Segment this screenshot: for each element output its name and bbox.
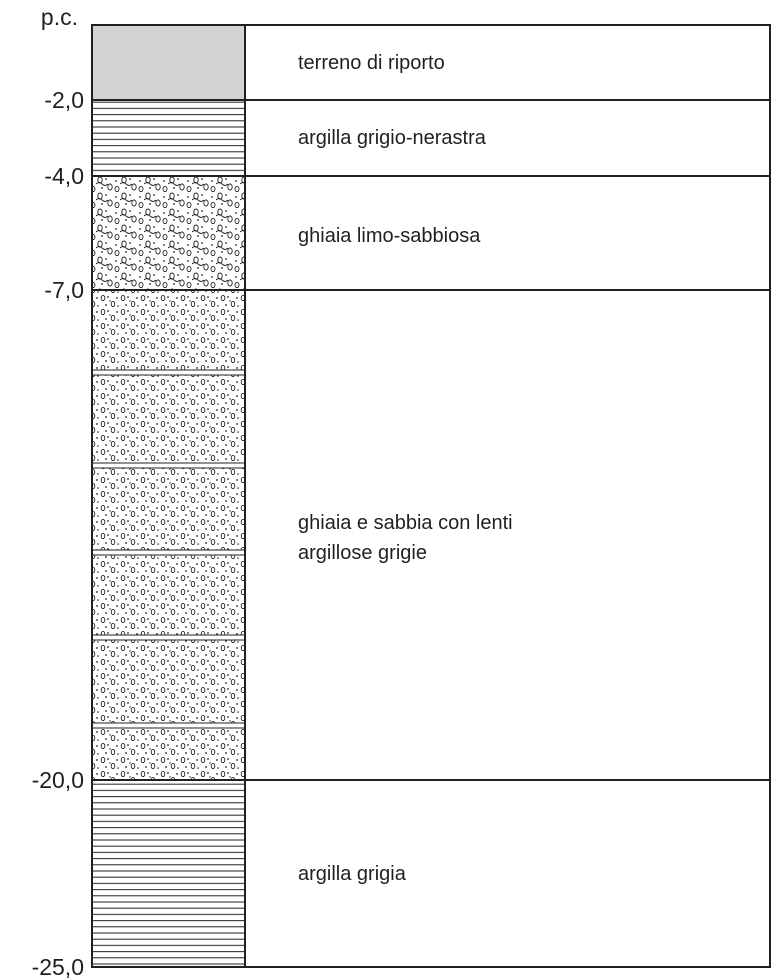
fill-clay	[92, 780, 245, 967]
layer-description: argilla grigio-nerastra	[298, 127, 487, 149]
fill-silty-gravel	[92, 176, 245, 290]
depth-label: -2,0	[44, 87, 84, 113]
layer-description: argilla grigia	[298, 863, 407, 885]
stratigraphic-column: p.c. -2,0 -4,0 -7,0 -20,0 -25,0 terreno …	[0, 0, 771, 980]
fill-backfill	[92, 25, 245, 100]
fill-clay	[92, 100, 245, 176]
depth-label: -20,0	[32, 767, 84, 793]
depth-label: -7,0	[44, 277, 84, 303]
layer-description: ghiaia limo-sabbiosa	[298, 225, 481, 247]
layer-description: argillose grigie	[298, 542, 427, 564]
depth-label: p.c.	[41, 4, 78, 30]
depth-label: -4,0	[44, 163, 84, 189]
layer-description: ghiaia e sabbia con lenti	[298, 512, 513, 534]
depth-label: -25,0	[32, 954, 84, 980]
fill-gravel-sand	[92, 290, 245, 780]
layer-description: terreno di riporto	[298, 52, 445, 74]
